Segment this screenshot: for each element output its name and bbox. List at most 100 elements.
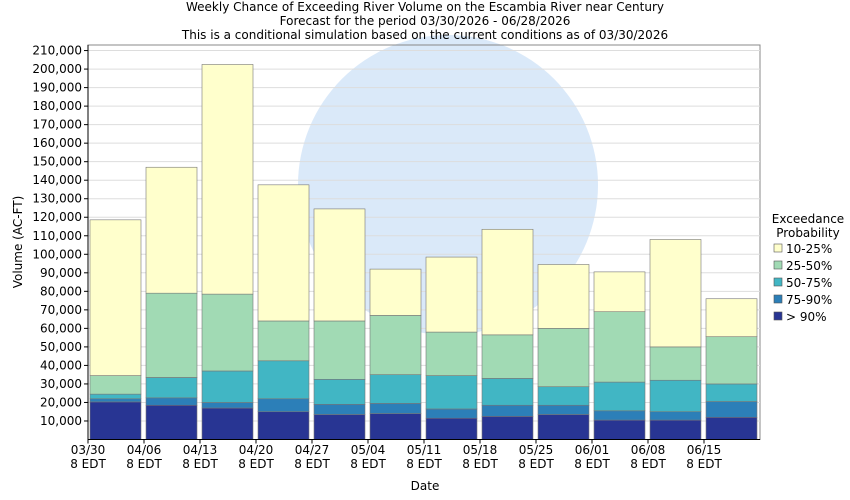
x-tick-label: 06/15 8 EDT [686, 442, 722, 471]
legend-swatch [773, 260, 783, 270]
bar-segment [649, 346, 702, 381]
bar-segment [369, 374, 422, 404]
y-tick-label: 50,000 [40, 340, 82, 354]
bar-segment [649, 379, 702, 413]
y-axis-title: Volume (AC-FT) [11, 196, 25, 289]
legend-swatch [773, 311, 783, 321]
bar-segment [201, 293, 254, 372]
bar-segment [425, 375, 478, 410]
y-tick-label: 100,000 [32, 247, 82, 261]
legend-swatch [773, 243, 783, 253]
bar-segment [593, 410, 646, 421]
bar-segment [369, 403, 422, 414]
x-tick-label: 04/06 8 EDT [126, 442, 162, 471]
bar-segment [481, 378, 534, 406]
bar-segment [89, 219, 142, 376]
bar-segment [537, 404, 590, 415]
x-tick-label: 04/27 8 EDT [294, 442, 330, 471]
y-tick-label: 80,000 [40, 284, 82, 298]
legend-label: 75-90% [786, 293, 832, 307]
chart-title: Weekly Chance of Exceeding River Volume … [186, 0, 664, 14]
bar-segment [425, 331, 478, 376]
bar-segment [89, 393, 142, 400]
legend-label: 50-75% [786, 276, 832, 290]
y-tick-label: 170,000 [32, 118, 82, 132]
bar-segment [313, 404, 366, 415]
y-tick-label: 40,000 [40, 358, 82, 372]
bar-segment [313, 208, 366, 322]
legend-label: > 90% [786, 310, 827, 324]
x-tick-label: 04/13 8 EDT [182, 442, 218, 471]
bar-segment [201, 64, 254, 295]
y-tick-label: 210,000 [32, 44, 82, 58]
bar-segment [257, 320, 310, 362]
legend-swatch [773, 277, 783, 287]
bar-segment [145, 166, 198, 294]
y-tick-label: 160,000 [32, 136, 82, 150]
bar-segment [593, 311, 646, 383]
x-tick-label: 05/11 8 EDT [406, 442, 442, 471]
y-tick-label: 140,000 [32, 173, 82, 187]
bar-segment [145, 397, 198, 406]
legend-label: 10-25% [786, 242, 832, 256]
y-tick-label: 70,000 [40, 303, 82, 317]
bar-segment [313, 379, 366, 405]
legend-title: Exceedance Probability [771, 212, 845, 240]
bar-segment [257, 411, 310, 440]
x-tick-label: 05/04 8 EDT [350, 442, 386, 471]
bar-segment [705, 383, 758, 402]
bar-segment [257, 184, 310, 322]
bar-segment [425, 408, 478, 419]
bar-segment [257, 360, 310, 400]
y-tick-label: 110,000 [32, 229, 82, 243]
bar-segment [201, 402, 254, 409]
bar-segment [313, 320, 366, 380]
x-tick-label: 05/25 8 EDT [518, 442, 554, 471]
chart-subtitle: Forecast for the period 03/30/2026 - 06/… [280, 14, 571, 28]
bar-segment [313, 414, 366, 440]
bar-segment [537, 386, 590, 406]
bar-segment [649, 419, 702, 440]
bar-segment [145, 404, 198, 440]
legend-label: 25-50% [786, 259, 832, 273]
bar-segment [257, 398, 310, 413]
x-axis-title: Date [411, 479, 440, 493]
y-tick-label: 30,000 [40, 377, 82, 391]
bar-segment [369, 315, 422, 375]
bar-segment [481, 404, 534, 417]
bar-segment [537, 264, 590, 329]
y-tick-label: 130,000 [32, 192, 82, 206]
y-tick-label: 60,000 [40, 321, 82, 335]
bar-segment [705, 336, 758, 385]
x-tick-label: 06/08 8 EDT [630, 442, 666, 471]
bar-segment [649, 239, 702, 348]
bar-segment [593, 419, 646, 440]
y-tick-label: 20,000 [40, 395, 82, 409]
bar-segment [649, 411, 702, 421]
bar-segment [705, 298, 758, 338]
bar-segment [705, 416, 758, 440]
bar-segment [481, 228, 534, 336]
bar-segment [537, 328, 590, 388]
bar-segment [369, 413, 422, 440]
bar-segment [593, 271, 646, 313]
bar-segment [201, 407, 254, 440]
y-tick-label: 180,000 [32, 99, 82, 113]
bar-segment [201, 370, 254, 403]
x-tick-label: 04/20 8 EDT [238, 442, 274, 471]
bar-segment [481, 416, 534, 440]
bar-segment [593, 381, 646, 412]
y-tick-label: 200,000 [32, 62, 82, 76]
bar-segment [145, 292, 198, 378]
y-tick-label: 120,000 [32, 210, 82, 224]
chart-subtitle: This is a conditional simulation based o… [181, 28, 668, 42]
x-tick-label: 03/30 8 EDT [70, 442, 106, 471]
bar-segment [481, 334, 534, 379]
legend-swatch [773, 294, 783, 304]
y-tick-label: 10,000 [40, 414, 82, 428]
bar-segment [369, 268, 422, 316]
bar-segment [425, 417, 478, 440]
bar-segment [145, 377, 198, 399]
